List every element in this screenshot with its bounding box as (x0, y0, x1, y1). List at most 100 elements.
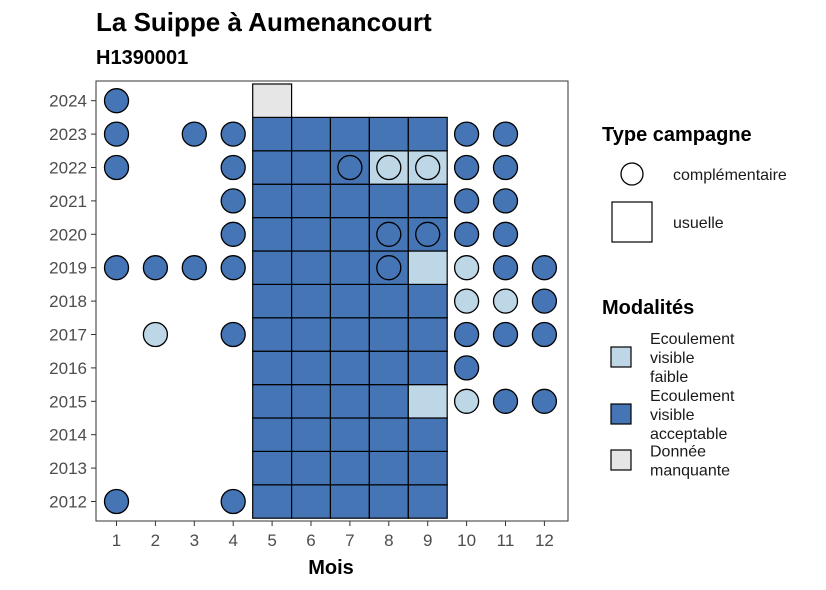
usuelle-tile (252, 217, 293, 252)
usuelle-tile (329, 384, 370, 419)
usuelle-tile (368, 417, 409, 453)
complementaire-point (103, 154, 130, 181)
complementaire-point (531, 255, 558, 281)
usuelle-tile (329, 183, 370, 219)
complementaire-point (492, 154, 519, 181)
x-tick-label: 3 (190, 531, 199, 550)
usuelle-tile (407, 183, 448, 219)
usuelle-tile (368, 317, 409, 352)
legend-type-label: complémentaire (673, 167, 787, 184)
complementaire-point (142, 321, 169, 348)
legend-type-title: Type campagne (602, 124, 752, 146)
usuelle-tile (291, 484, 332, 519)
legend-fill-label-acceptable: Ecoulement visible acceptable (650, 388, 735, 443)
usuelle-tile (407, 384, 448, 419)
usuelle-tile (252, 150, 293, 185)
complementaire-point (453, 255, 480, 281)
usuelle-tile (329, 450, 370, 486)
complementaire-point (103, 88, 130, 114)
complementaire-point (531, 388, 558, 414)
complementaire-point (103, 488, 130, 515)
x-axis: 1 2 3 4 5 6 7 8 9 10 11 12 (112, 521, 554, 550)
usuelle-tile (252, 484, 293, 519)
complementaire-point (376, 255, 402, 281)
complementaire-point (220, 321, 246, 348)
x-tick-label: 2 (151, 531, 160, 550)
complementaire-point (103, 121, 130, 147)
usuelle-tile (407, 450, 448, 486)
legend-fill-key-acceptable (610, 403, 632, 425)
usuelle-tile (291, 116, 332, 152)
usuelle-tile (252, 450, 293, 486)
y-tick-label: 2017 (49, 326, 87, 345)
x-tick-label: 10 (457, 531, 476, 550)
x-tick-label: 9 (423, 531, 432, 550)
y-tick-label: 2012 (49, 493, 87, 512)
y-tick-label: 2020 (49, 225, 87, 244)
legend-fill-label-manquante: Donnée manquante (650, 444, 730, 480)
usuelle-tile (407, 250, 448, 286)
usuelle-tile (368, 384, 409, 419)
usuelle-tile (407, 317, 448, 352)
complementaire-point (181, 255, 207, 281)
legend-type-campagne: Type campagne complémentaire usuelle (602, 124, 787, 243)
complementaire-point (453, 154, 480, 181)
legend-modalites-title: Modalités (602, 297, 694, 319)
usuelle-tile (291, 150, 332, 185)
usuelle-tile (368, 450, 409, 486)
complementaire-point (103, 255, 130, 281)
complementaire-point (453, 121, 480, 147)
complementaire-point (376, 221, 402, 247)
y-tick-label: 2023 (49, 125, 87, 144)
x-tick-label: 12 (535, 531, 554, 550)
y-tick-label: 2019 (49, 259, 87, 278)
complementaire-point (415, 221, 441, 247)
complementaire-point (492, 188, 519, 214)
usuelle-tile (252, 116, 293, 152)
chart-title: La Suippe à Aumenancourt (96, 7, 432, 37)
usuelle-tile (291, 450, 332, 486)
x-tick-label: 7 (345, 531, 354, 550)
usuelle-tile (329, 317, 370, 352)
usuelle-tile (291, 250, 332, 286)
complementaire-point (492, 321, 519, 348)
usuelle-tile (407, 116, 448, 152)
y-tick-label: 2022 (49, 159, 87, 178)
x-tick-label: 6 (306, 531, 315, 550)
x-tick-label: 8 (384, 531, 393, 550)
usuelle-tile (291, 350, 332, 386)
legend-circle-key (620, 162, 644, 186)
plot-panel (95, 80, 569, 522)
usuelle-tile (252, 183, 293, 219)
usuelle-tile (407, 350, 448, 386)
usuelle-tile (291, 317, 332, 352)
usuelle-tile (368, 283, 409, 319)
y-tick-label: 2021 (49, 192, 87, 211)
chart-subtitle: H1390001 (96, 47, 188, 69)
complementaire-point (492, 255, 519, 281)
x-axis-title: Mois (308, 557, 354, 579)
usuelle-tile (252, 417, 293, 453)
legend-fill-key-faible (610, 346, 632, 368)
complementaire-point (453, 288, 480, 314)
usuelle-tile (291, 417, 332, 453)
complementaire-point (220, 121, 246, 147)
complementaire-point (453, 221, 480, 247)
usuelle-tile (329, 116, 370, 152)
complementaire-point (415, 154, 441, 181)
usuelle-tile (368, 350, 409, 386)
x-tick-label: 1 (112, 531, 121, 550)
usuelle-tile (407, 417, 448, 453)
usuelle-tile (329, 484, 370, 519)
usuelle-tile (291, 384, 332, 419)
usuelle-tile (252, 83, 293, 119)
usuelle-tile (329, 417, 370, 453)
complementaire-point (220, 255, 246, 281)
x-tick-label: 5 (267, 531, 276, 550)
complementaire-point (453, 388, 480, 414)
x-tick-label: 4 (228, 531, 237, 550)
complementaire-point (531, 288, 558, 314)
usuelle-tile (329, 350, 370, 386)
usuelle-tile (368, 183, 409, 219)
